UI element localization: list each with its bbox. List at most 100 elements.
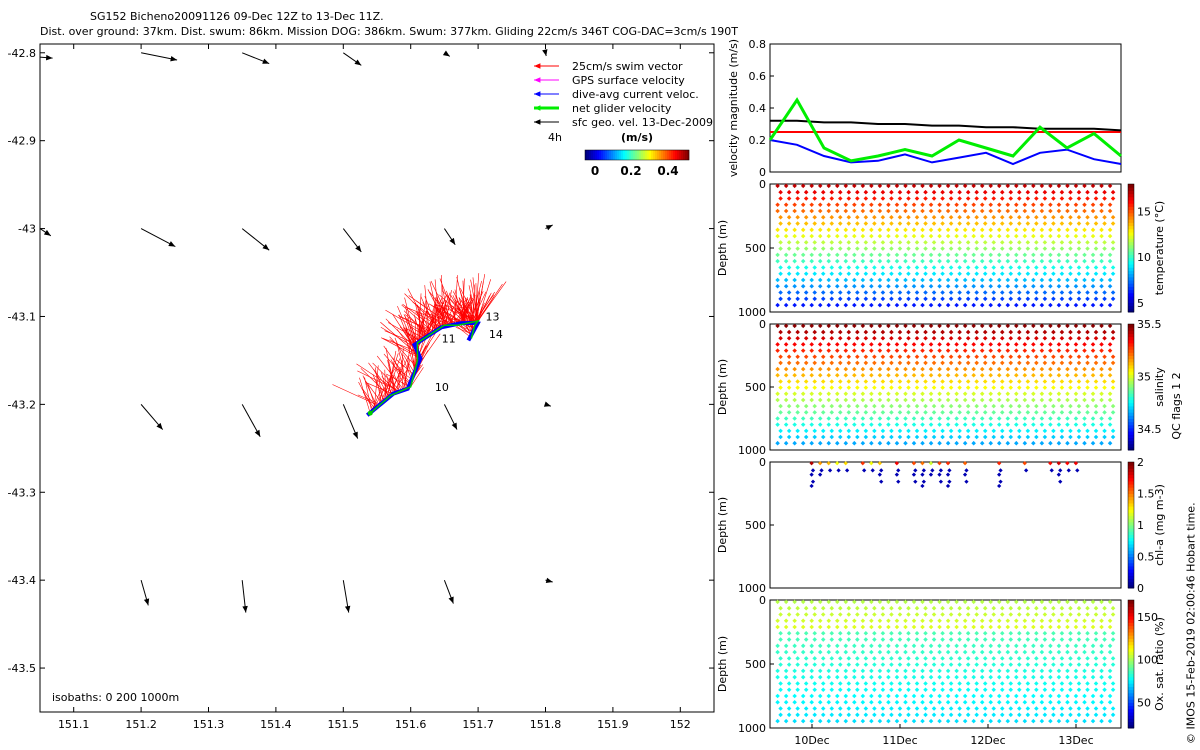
salinity-sample: [979, 422, 985, 427]
salinity-sample: [1048, 416, 1053, 421]
salinity-sample: [826, 366, 832, 372]
swim-vector: [405, 327, 425, 339]
oxygen-sample: [795, 631, 800, 636]
salinity-sample: [1110, 385, 1116, 390]
colorbar-cell: [687, 150, 690, 160]
legend-arrow-head: [534, 119, 541, 125]
salinity-sample: [889, 354, 894, 360]
temperature-sample: [800, 252, 806, 258]
temperature-sample: [838, 189, 843, 195]
oxygen-sample: [1048, 643, 1053, 649]
temperature-sample: [903, 227, 908, 233]
oxygen-colorbar-cell: [1128, 622, 1134, 627]
salinity-sample: [817, 348, 823, 353]
oxygen-sample: [886, 649, 891, 655]
oxygen-sample: [971, 643, 976, 649]
temperature-sample: [957, 196, 962, 201]
salinity-sample: [783, 416, 789, 421]
salinity-sample: [1073, 440, 1079, 446]
oxygen-sample: [999, 662, 1005, 667]
chla-sample: [877, 472, 882, 477]
temperature-sample: [1065, 252, 1070, 258]
salinity-sample: [1022, 342, 1028, 347]
oxygen-sample: [962, 649, 968, 655]
oxygen-sample: [1076, 706, 1082, 711]
colorbar-cell: [591, 150, 594, 160]
salinity-sample: [1085, 385, 1090, 390]
temperature-sample: [920, 233, 925, 239]
oxygen-sample: [1102, 656, 1107, 661]
temperature-sample: [792, 258, 797, 264]
salinity-sample: [809, 416, 814, 421]
temperature-sample: [880, 296, 886, 302]
chla-colorbar-cell: [1128, 521, 1134, 526]
oxygen-colorbar-cell: [1128, 715, 1134, 719]
salinity-sample: [940, 434, 945, 440]
salinity-sample: [911, 366, 917, 372]
salinity-sample: [1082, 342, 1087, 347]
oxygen-sample: [962, 718, 968, 724]
temperature-sample: [1008, 290, 1014, 295]
salinity-sample: [843, 440, 849, 446]
temperature-sample: [911, 284, 917, 289]
temperature-sample: [1059, 271, 1065, 276]
salinity-sample: [812, 428, 817, 434]
salinity-sample: [1025, 385, 1031, 390]
oxygen-sample: [877, 674, 883, 680]
oxygen-sample: [914, 706, 920, 711]
temperature-sample: [920, 258, 925, 264]
oxygen-sample: [817, 643, 823, 649]
temperature-sample: [996, 202, 1002, 207]
chla-sample: [1048, 461, 1053, 466]
salinity-sample: [1005, 323, 1011, 329]
temperature-sample: [1068, 296, 1073, 302]
temperature-sample: [800, 302, 806, 308]
salinity-sample: [1008, 385, 1014, 390]
temperature-colorbar-cell: [1128, 228, 1134, 233]
temperature-sample: [897, 271, 903, 276]
oxygen-sample: [1090, 668, 1096, 674]
date-tick-label: 13Dec: [1058, 734, 1093, 747]
temperature-sample: [1014, 302, 1019, 308]
oxygen-sample: [965, 637, 971, 642]
map-xtick-label: 151.9: [597, 718, 629, 731]
salinity-sample: [829, 434, 835, 440]
chla-sample: [997, 461, 1002, 466]
oxygen-colorbar-cell: [1128, 718, 1134, 723]
swim-vector: [364, 377, 373, 412]
salinity-sample: [812, 360, 817, 366]
oxygen-sample: [829, 681, 835, 686]
oxygen-sample: [1076, 662, 1082, 667]
oxygen-sample: [982, 631, 988, 636]
salinity-sample: [906, 335, 911, 341]
oxygen-sample: [846, 605, 852, 611]
oxygen-sample: [886, 674, 891, 680]
salinity-sample: [852, 397, 857, 403]
temperature-sample: [1005, 302, 1011, 308]
chla-sample: [826, 461, 831, 466]
oxygen-sample: [965, 681, 971, 686]
colorbar-cell: [619, 150, 622, 160]
legend-label: dive-avg current veloc.: [572, 88, 699, 101]
velocity-series-line: [768, 97, 1122, 163]
temperature-sample: [945, 208, 951, 214]
temperature-sample: [979, 302, 985, 308]
oxygen-sample: [1042, 631, 1048, 636]
oxygen-sample: [877, 718, 883, 724]
colorbar-tick-label: 0.2: [620, 164, 641, 178]
salinity-colorbar-cell: [1128, 405, 1134, 410]
temperature-sample: [948, 215, 954, 220]
oxygen-sample: [1073, 674, 1079, 680]
temperature-sample: [786, 215, 792, 220]
oxygen-sample: [971, 718, 976, 724]
oxygen-sample: [940, 712, 945, 718]
oxygen-sample: [948, 637, 954, 642]
geo-velocity-arrow-head: [449, 237, 456, 245]
salinity-sample: [937, 323, 942, 329]
salinity-sample: [1082, 373, 1087, 378]
salinity-sample: [1008, 335, 1014, 341]
oxygen-sample: [1065, 643, 1070, 649]
temperature-colorbar-cell: [1128, 286, 1134, 291]
salinity-sample: [1056, 416, 1062, 421]
temperature-sample: [855, 189, 860, 195]
